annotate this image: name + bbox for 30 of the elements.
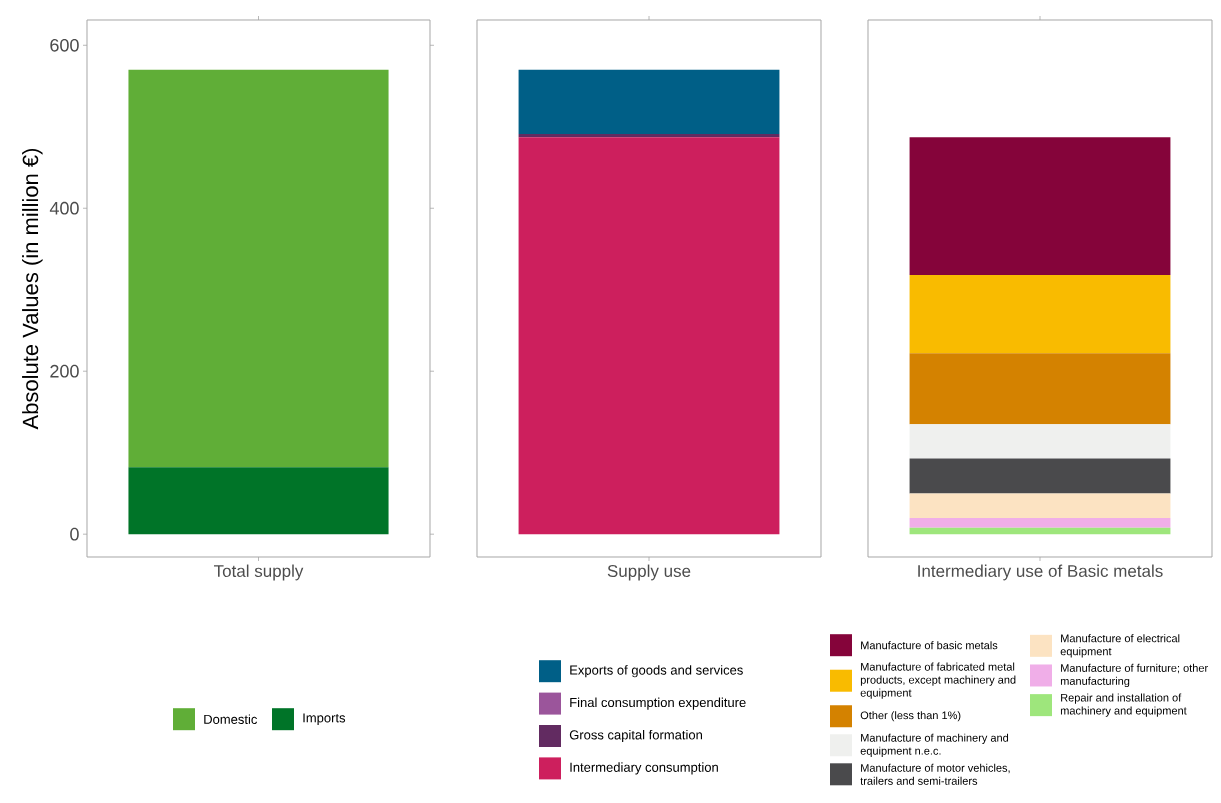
legend-label: Final consumption expenditure — [570, 697, 746, 710]
legend-label: Intermediary consumption — [570, 762, 718, 775]
legend-label: Imports — [303, 713, 346, 726]
y-tick-label: 200 — [50, 364, 79, 378]
bar — [909, 353, 1171, 425]
legend-label: Gross capital formation — [569, 729, 702, 743]
bar — [909, 424, 1171, 459]
y-tick-label: 0 — [70, 527, 79, 541]
bar — [909, 527, 1171, 535]
y-tick-label: 600 — [50, 38, 79, 52]
legend-label: Manufacture of furniture; other manufacturing — [1060, 663, 1208, 688]
x-tick-label: Intermediary use of Basic metals — [918, 564, 1163, 581]
bar — [909, 517, 1171, 528]
bar — [909, 458, 1171, 494]
bar — [909, 275, 1171, 354]
x-tick-label: Total supply — [214, 564, 304, 581]
legend-label: Manufacture of fabricated metal products, except machinery and equipment — [860, 662, 1016, 699]
legend-label: Manufacture of electrical equipment — [1060, 634, 1180, 658]
bar — [909, 137, 1171, 276]
legend-label: Other (less than 1%) — [860, 711, 961, 722]
legend-label: Manufacture of basic metals — [861, 641, 998, 650]
y-axis-title: Absolute Values (in million €) — [22, 148, 43, 430]
legend-label: Domestic — [204, 714, 258, 724]
legend-label: Exports of goods and services — [570, 665, 743, 678]
x-tick-label: Supply use — [607, 564, 691, 581]
legend-label: Manufacture of machinery and equipment n.e.c. — [860, 733, 1009, 757]
bar — [909, 493, 1171, 518]
legend-label: Repair and installation of machinery and equipment — [1060, 693, 1187, 717]
legend-label: Manufacture of motor vehicles, trailers and semi-trailers — [860, 763, 1010, 785]
y-tick-label: 400 — [49, 201, 79, 215]
